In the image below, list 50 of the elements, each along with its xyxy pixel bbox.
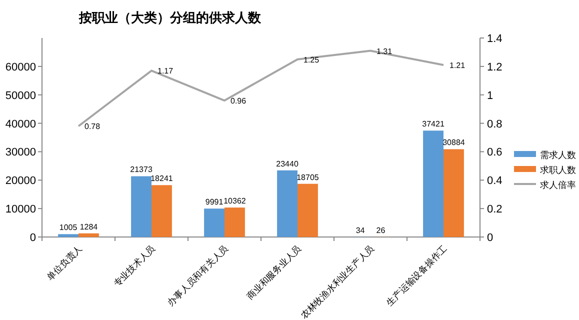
legend-label: 求人倍率 xyxy=(540,180,576,190)
bar xyxy=(204,208,224,237)
line-series xyxy=(78,50,444,128)
data-label: 0.78 xyxy=(84,122,101,132)
data-label: 1.17 xyxy=(158,66,174,76)
x-tick-label: 商业和服务业人员 xyxy=(244,243,303,302)
data-label: 1.21 xyxy=(450,61,466,70)
bar xyxy=(78,233,99,237)
x-tick-label: 专业技术人员 xyxy=(112,243,157,289)
data-label: 37421 xyxy=(422,120,445,129)
y2-tick-label: 0.4 xyxy=(487,175,502,188)
y-tick-label: 10000 xyxy=(5,204,36,216)
data-label: 10362 xyxy=(224,196,246,206)
bar xyxy=(58,234,78,237)
data-label: 1.25 xyxy=(304,55,320,64)
x-tick-label: 生产运输设备操作工 xyxy=(384,243,449,308)
data-label: 21373 xyxy=(130,165,153,174)
data-label: 34 xyxy=(356,226,366,235)
x-tick-label: 办事人员和有关人员 xyxy=(166,243,230,308)
y-tick-label: 60000 xyxy=(5,61,36,74)
bar xyxy=(444,149,464,237)
data-label: 1005 xyxy=(59,223,78,232)
y2-tick-label: 0 xyxy=(487,232,494,244)
bar xyxy=(298,184,318,237)
data-label: 1.31 xyxy=(376,46,393,56)
y2-tick-label: 0.2 xyxy=(487,204,502,216)
bar xyxy=(224,208,245,237)
chart-title: 按职业（大类）分组的供求人数 xyxy=(78,10,262,25)
y-tick-label: 0 xyxy=(30,232,36,244)
y-tick-label: 40000 xyxy=(5,118,36,130)
data-label: 23440 xyxy=(276,159,299,168)
y2-tick-label: 0.6 xyxy=(487,146,502,159)
y-tick-label: 50000 xyxy=(5,90,36,102)
y2-tick-label: 0.8 xyxy=(487,118,502,130)
data-label: 0.96 xyxy=(230,96,247,106)
bar xyxy=(152,185,172,237)
y-tick-label: 30000 xyxy=(5,146,36,159)
data-label: 1284 xyxy=(80,222,98,232)
legend-label: 需求人数 xyxy=(540,150,576,160)
x-tick-label: 单位负责人 xyxy=(45,243,84,282)
bar xyxy=(131,176,152,237)
y-tick-label: 20000 xyxy=(5,175,36,188)
legend-label: 求职人数 xyxy=(540,165,576,175)
bar xyxy=(423,130,444,237)
y2-tick-label: 1.2 xyxy=(487,61,502,74)
bar xyxy=(277,170,298,237)
data-label: 26 xyxy=(376,226,386,235)
y2-tick-label: 1.4 xyxy=(487,33,502,45)
data-label: 9991 xyxy=(205,198,224,207)
y2-tick-label: 1 xyxy=(487,90,494,102)
